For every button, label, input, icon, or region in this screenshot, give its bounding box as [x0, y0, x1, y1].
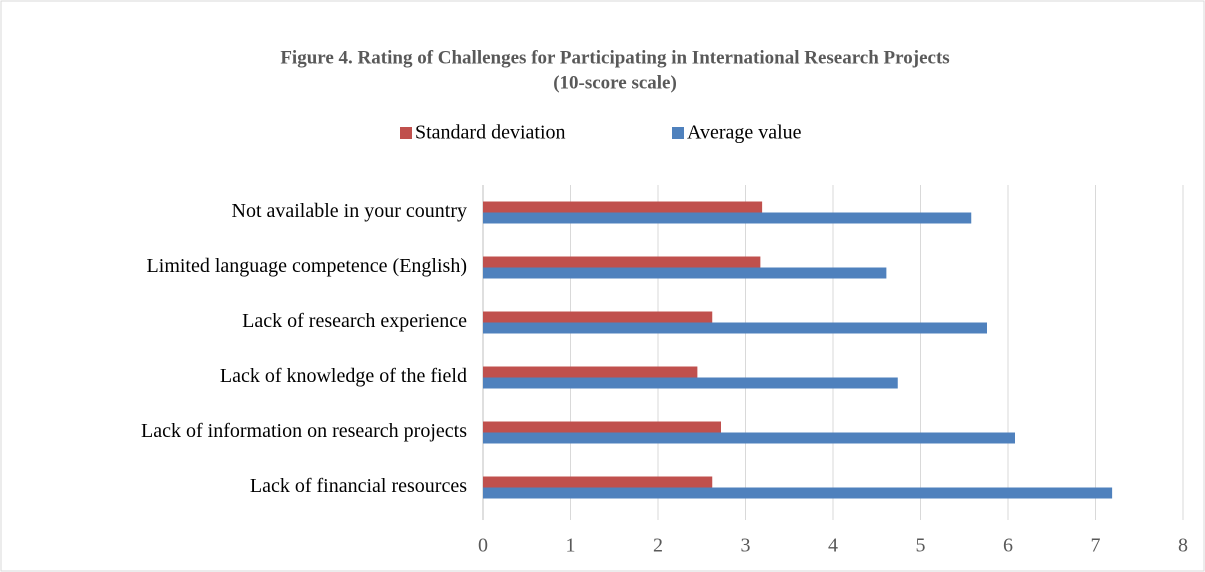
x-tick-label: 8: [1178, 535, 1188, 557]
bar: [483, 267, 887, 279]
y-tick-label: Lack of knowledge of the field: [220, 365, 467, 387]
x-tick-label: 0: [478, 535, 488, 557]
legend-label: Standard deviation: [415, 122, 566, 144]
y-tick-label: Lack of research experience: [242, 310, 467, 332]
bar: [483, 476, 713, 488]
legend-label: Average value: [687, 122, 802, 144]
y-tick-label: Lack of information on research projects: [141, 420, 467, 442]
bar: [483, 377, 898, 389]
bar: [483, 201, 763, 213]
bar: [483, 322, 987, 334]
legend-swatch: [400, 127, 412, 139]
y-tick-label: Lack of financial resources: [250, 475, 467, 497]
bar: [483, 487, 1113, 499]
chart-subtitle: (10-score scale): [553, 72, 677, 93]
bar: [483, 432, 1015, 444]
x-tick-label: 1: [566, 535, 576, 557]
legend-swatch: [672, 127, 684, 139]
bar: [483, 421, 721, 433]
x-tick-label: 5: [916, 535, 926, 557]
x-tick-label: 6: [1003, 535, 1013, 557]
bar: [483, 366, 698, 378]
bar: [483, 212, 972, 224]
chart-title: Figure 4. Rating of Challenges for Parti…: [280, 47, 949, 68]
x-tick-label: 7: [1091, 535, 1101, 557]
x-tick-label: 4: [828, 535, 838, 557]
y-tick-label: Not available in your country: [232, 200, 468, 222]
y-tick-label: Limited language competence (English): [147, 255, 467, 277]
x-tick-label: 3: [741, 535, 751, 557]
bar: [483, 256, 761, 268]
bar: [483, 311, 713, 323]
x-tick-label: 2: [653, 535, 663, 557]
